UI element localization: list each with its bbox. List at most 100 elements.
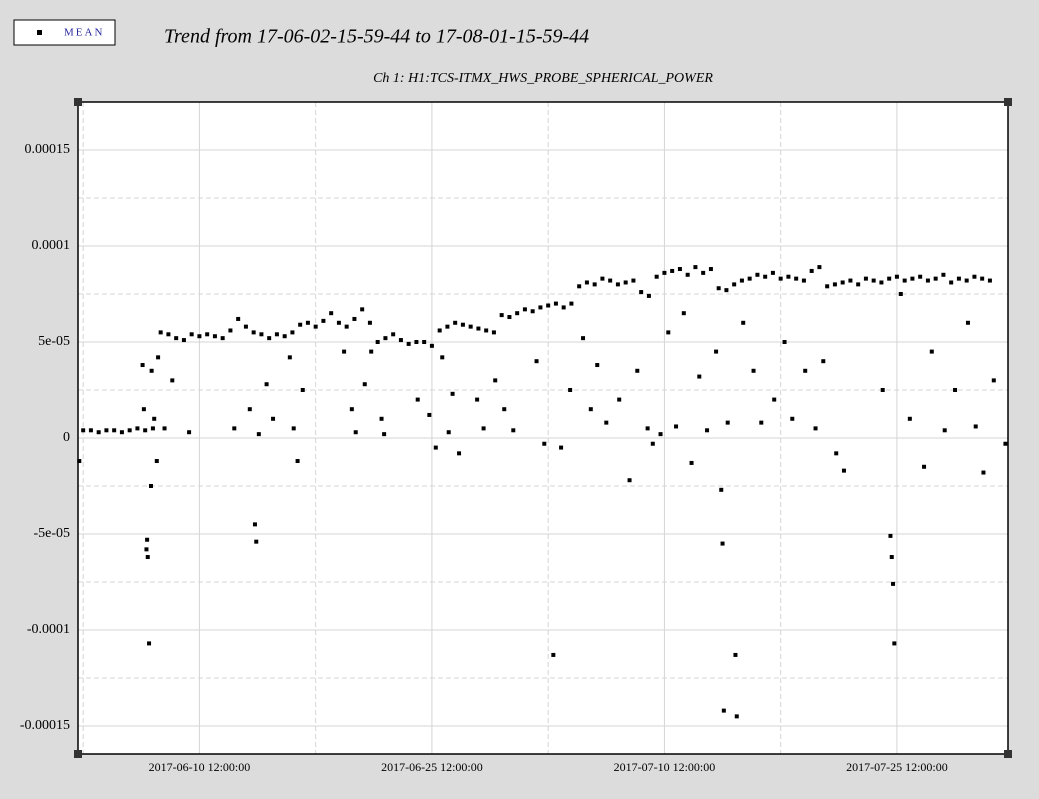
data-point	[144, 547, 149, 552]
data-point	[247, 407, 252, 412]
data-point	[282, 334, 287, 339]
data-point	[588, 407, 593, 412]
data-point	[929, 349, 934, 354]
data-point	[104, 428, 109, 433]
data-point	[778, 276, 783, 281]
data-point	[604, 420, 609, 425]
data-point	[329, 311, 334, 316]
data-point	[689, 460, 694, 465]
data-point	[422, 339, 427, 344]
data-point	[600, 276, 605, 281]
data-point	[313, 324, 318, 329]
data-point	[162, 426, 167, 431]
data-point	[256, 432, 261, 437]
data-point	[889, 555, 894, 560]
data-point	[972, 274, 977, 279]
data-point	[577, 284, 582, 289]
data-point	[747, 276, 752, 281]
data-point	[511, 428, 516, 433]
data-point	[887, 276, 892, 281]
data-point	[568, 387, 573, 392]
data-point	[88, 428, 93, 433]
data-point	[437, 328, 442, 333]
data-point	[654, 274, 659, 279]
data-point	[499, 313, 504, 318]
data-point	[981, 470, 986, 475]
data-point	[584, 280, 589, 285]
data-point	[493, 378, 498, 383]
data-point	[834, 451, 839, 456]
data-point	[342, 349, 347, 354]
data-point	[119, 430, 124, 435]
data-point	[551, 652, 556, 657]
data-point	[685, 272, 690, 277]
data-point	[592, 282, 597, 287]
data-point	[719, 487, 724, 492]
data-point	[398, 338, 403, 343]
data-point	[148, 483, 153, 488]
legend-marker	[37, 30, 42, 35]
data-point	[252, 522, 257, 527]
data-point	[336, 320, 341, 325]
data-point	[232, 426, 237, 431]
data-point	[964, 278, 969, 283]
data-point	[96, 430, 101, 435]
data-point	[349, 407, 354, 412]
data-point	[453, 320, 458, 325]
x-tick-label: 2017-06-10 12:00:00	[149, 760, 251, 774]
data-point	[918, 274, 923, 279]
data-point	[212, 334, 217, 339]
data-point	[650, 441, 655, 446]
y-tick-label: 0	[63, 430, 70, 445]
data-point	[181, 338, 186, 343]
data-point	[813, 426, 818, 431]
data-point	[321, 318, 326, 323]
legend-label: MEAN	[64, 27, 104, 39]
data-point	[739, 278, 744, 283]
data-point	[892, 641, 897, 646]
data-point	[187, 430, 192, 435]
data-point	[259, 332, 264, 337]
data-point	[697, 374, 702, 379]
data-point	[724, 288, 729, 293]
data-point	[821, 359, 826, 364]
data-point	[515, 311, 520, 316]
data-point	[714, 349, 719, 354]
data-point	[973, 424, 978, 429]
y-tick-label: -5e-05	[33, 526, 70, 541]
data-point	[267, 336, 272, 341]
data-point	[701, 270, 706, 275]
data-point	[942, 428, 947, 433]
x-tick-label: 2017-06-25 12:00:00	[381, 760, 483, 774]
data-point	[391, 332, 396, 337]
y-tick-label: 5e-05	[38, 334, 70, 349]
data-point	[484, 328, 489, 333]
data-point	[502, 407, 507, 412]
data-point	[112, 428, 117, 433]
data-point	[841, 468, 846, 473]
y-tick-label: 0.0001	[32, 238, 71, 253]
data-point	[236, 316, 241, 321]
data-point	[832, 282, 837, 287]
data-point	[415, 397, 420, 402]
data-point	[291, 426, 296, 431]
y-tick-label: -0.0001	[27, 622, 70, 637]
data-point	[150, 426, 155, 431]
data-point	[156, 355, 161, 360]
data-point	[507, 315, 512, 320]
data-point	[145, 555, 150, 560]
data-point	[287, 355, 292, 360]
data-point	[635, 368, 640, 373]
data-point	[300, 387, 305, 392]
data-point	[189, 332, 194, 337]
data-point	[166, 332, 171, 337]
data-point	[228, 328, 233, 333]
data-point	[433, 445, 438, 450]
data-point	[220, 336, 225, 341]
y-tick-label: 0.00015	[25, 142, 71, 157]
data-point	[143, 428, 148, 433]
data-point	[429, 343, 434, 348]
data-point	[305, 320, 310, 325]
data-point	[863, 276, 868, 281]
